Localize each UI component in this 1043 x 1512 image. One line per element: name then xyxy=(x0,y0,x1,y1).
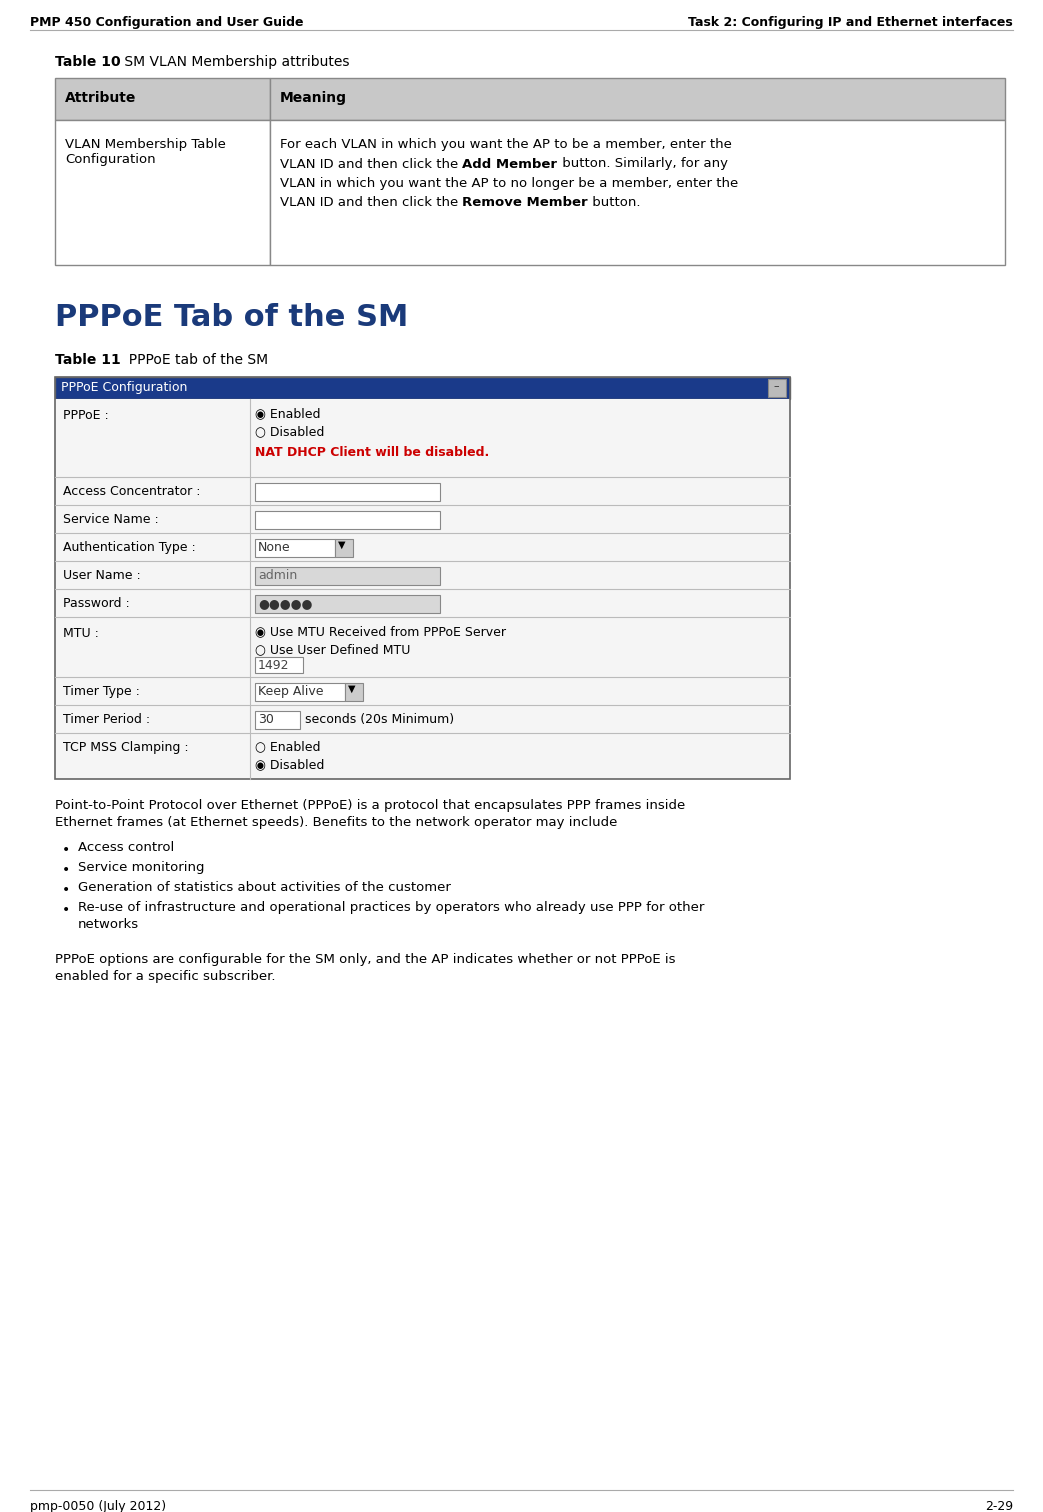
Text: Table 10: Table 10 xyxy=(55,54,121,70)
Text: TCP MSS Clamping :: TCP MSS Clamping : xyxy=(63,741,189,754)
Text: VLAN ID and then click the: VLAN ID and then click the xyxy=(280,157,462,171)
Text: None: None xyxy=(258,541,291,553)
Text: Service monitoring: Service monitoring xyxy=(78,860,204,874)
Text: Add Member: Add Member xyxy=(462,157,558,171)
Text: Table 11: Table 11 xyxy=(55,352,121,367)
Text: ◉ Enabled: ◉ Enabled xyxy=(254,407,320,420)
Bar xyxy=(55,677,790,705)
Bar xyxy=(55,376,790,399)
Text: Remove Member: Remove Member xyxy=(462,197,588,210)
Bar xyxy=(55,617,790,677)
Bar xyxy=(254,683,345,702)
Text: PPPoE options are configurable for the SM only, and the AP indicates whether or : PPPoE options are configurable for the S… xyxy=(55,953,676,966)
Text: Timer Type :: Timer Type : xyxy=(63,685,140,699)
Text: admin: admin xyxy=(258,569,297,582)
Bar xyxy=(55,79,270,119)
Text: Point-to-Point Protocol over Ethernet (PPPoE) is a protocol that encapsulates PP: Point-to-Point Protocol over Ethernet (P… xyxy=(55,798,685,812)
Text: Service Name :: Service Name : xyxy=(63,513,159,526)
Text: Access Concentrator :: Access Concentrator : xyxy=(63,485,200,497)
Text: 1492: 1492 xyxy=(258,659,290,671)
Text: Ethernet frames (at Ethernet speeds). Benefits to the network operator may inclu: Ethernet frames (at Ethernet speeds). Be… xyxy=(55,816,617,829)
Bar xyxy=(768,380,786,398)
Bar xyxy=(254,567,440,585)
Bar xyxy=(55,476,790,505)
Bar xyxy=(335,538,353,556)
Bar xyxy=(254,658,304,673)
Text: button. Similarly, for any: button. Similarly, for any xyxy=(558,157,728,171)
Bar xyxy=(254,711,300,729)
Text: Generation of statistics about activities of the customer: Generation of statistics about activitie… xyxy=(78,881,451,894)
Text: ▼: ▼ xyxy=(338,540,345,550)
Text: PPPoE Configuration: PPPoE Configuration xyxy=(60,381,188,395)
Text: User Name :: User Name : xyxy=(63,569,141,582)
Text: ▼: ▼ xyxy=(348,683,356,694)
Text: For each VLAN in which you want the AP to be a member, enter the: For each VLAN in which you want the AP t… xyxy=(280,138,732,151)
Text: Meaning: Meaning xyxy=(280,91,347,104)
Text: Keep Alive: Keep Alive xyxy=(258,685,323,699)
Text: VLAN ID and then click the: VLAN ID and then click the xyxy=(280,197,462,210)
Text: MTU :: MTU : xyxy=(63,627,99,640)
Text: seconds (20s Minimum): seconds (20s Minimum) xyxy=(305,714,454,726)
Text: –: – xyxy=(773,381,779,392)
Bar xyxy=(254,482,440,500)
Text: PMP 450 Configuration and User Guide: PMP 450 Configuration and User Guide xyxy=(30,17,304,29)
Text: Task 2: Configuring IP and Ethernet interfaces: Task 2: Configuring IP and Ethernet inte… xyxy=(688,17,1013,29)
Bar xyxy=(55,119,270,265)
Text: ○ Enabled: ○ Enabled xyxy=(254,739,320,753)
Bar xyxy=(55,705,790,733)
Text: ○ Use User Defined MTU: ○ Use User Defined MTU xyxy=(254,643,410,656)
Text: SM VLAN Membership attributes: SM VLAN Membership attributes xyxy=(120,54,349,70)
Text: 2-29: 2-29 xyxy=(985,1500,1013,1512)
Text: ●●●●●: ●●●●● xyxy=(258,597,312,609)
Text: pmp-0050 (July 2012): pmp-0050 (July 2012) xyxy=(30,1500,166,1512)
Text: •: • xyxy=(62,903,70,916)
Bar xyxy=(55,590,790,617)
Bar xyxy=(270,119,1005,265)
Bar xyxy=(55,534,790,561)
Text: VLAN in which you want the AP to no longer be a member, enter the: VLAN in which you want the AP to no long… xyxy=(280,177,738,191)
Bar xyxy=(254,596,440,612)
Text: PPPoE Tab of the SM: PPPoE Tab of the SM xyxy=(55,302,409,333)
Text: Re-use of infrastructure and operational practices by operators who already use : Re-use of infrastructure and operational… xyxy=(78,901,704,913)
Text: 30: 30 xyxy=(258,714,274,726)
Text: networks: networks xyxy=(78,918,139,931)
Bar xyxy=(345,683,363,702)
Bar xyxy=(55,399,790,476)
Bar xyxy=(254,511,440,529)
Text: Timer Period :: Timer Period : xyxy=(63,714,150,726)
Text: ◉ Use MTU Received from PPPoE Server: ◉ Use MTU Received from PPPoE Server xyxy=(254,624,506,638)
Bar xyxy=(254,538,335,556)
Text: Attribute: Attribute xyxy=(65,91,137,104)
Bar xyxy=(55,505,790,534)
Text: Authentication Type :: Authentication Type : xyxy=(63,541,196,553)
Text: button.: button. xyxy=(588,197,640,210)
Text: Access control: Access control xyxy=(78,841,174,854)
Bar xyxy=(55,376,790,779)
Text: VLAN Membership Table
Configuration: VLAN Membership Table Configuration xyxy=(65,138,226,166)
Bar xyxy=(55,561,790,590)
Text: ○ Disabled: ○ Disabled xyxy=(254,425,324,438)
Text: ◉ Disabled: ◉ Disabled xyxy=(254,758,324,771)
Bar xyxy=(55,733,790,779)
Text: enabled for a specific subscriber.: enabled for a specific subscriber. xyxy=(55,971,275,983)
Text: NAT DHCP Client will be disabled.: NAT DHCP Client will be disabled. xyxy=(254,446,489,460)
Text: •: • xyxy=(62,883,70,897)
Text: PPPoE :: PPPoE : xyxy=(63,410,108,422)
Text: Password :: Password : xyxy=(63,597,129,609)
Text: •: • xyxy=(62,863,70,877)
Bar xyxy=(270,79,1005,119)
Text: PPPoE tab of the SM: PPPoE tab of the SM xyxy=(120,352,268,367)
Text: •: • xyxy=(62,844,70,857)
